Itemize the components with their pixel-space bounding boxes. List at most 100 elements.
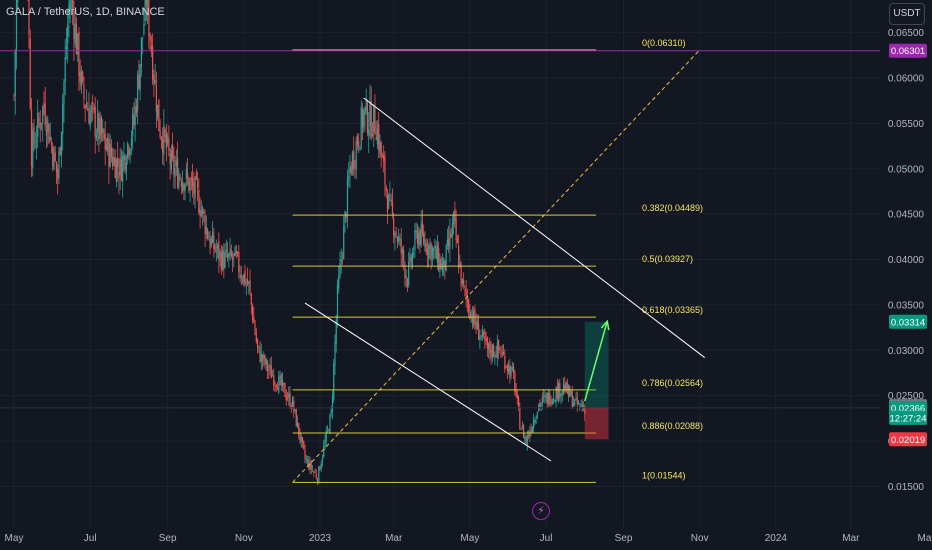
fib-level-label: 0.5(0.03927) [642, 254, 693, 264]
candle-body [383, 155, 385, 162]
candle-body [354, 165, 356, 166]
candle-body [575, 397, 577, 398]
candle-body [299, 433, 301, 441]
candle-body [539, 403, 541, 407]
candle-body [469, 310, 471, 320]
candle-body [363, 110, 365, 127]
candle-body [235, 250, 237, 255]
candle-body [265, 359, 267, 365]
candle-body [284, 383, 286, 397]
candle-body [254, 322, 256, 334]
candle-body [45, 129, 48, 136]
candle-body [174, 168, 176, 177]
candle-body [134, 106, 136, 126]
candle-body [180, 182, 182, 187]
candle-body [321, 457, 324, 463]
candle-body [306, 460, 309, 461]
candle-body [474, 308, 476, 324]
candle-body [460, 262, 462, 286]
candle-body [208, 239, 210, 241]
candle-body [468, 299, 470, 312]
candle-body [188, 177, 190, 192]
candle-body [117, 157, 119, 168]
x-tick-label: Mar [385, 533, 403, 544]
candle-body [313, 471, 315, 473]
position-profit-zone [584, 321, 609, 408]
lightning-icon[interactable]: ⚡ [532, 502, 550, 520]
candle-body [499, 348, 501, 351]
candle-body [320, 463, 322, 469]
candle-body [187, 172, 189, 178]
candle-body [263, 354, 265, 359]
currency-button[interactable]: USDT [889, 3, 925, 25]
candle-body [223, 251, 225, 269]
fib-trend-line [292, 49, 701, 483]
candle-body [279, 376, 281, 378]
candle-body [364, 107, 366, 116]
candle-body [399, 238, 401, 241]
candle-body [549, 392, 551, 405]
candle-body [584, 406, 586, 415]
candle-body [530, 429, 532, 433]
candle-body [434, 245, 436, 248]
x-tick-label: Sep [615, 533, 633, 544]
candle-body [107, 137, 109, 152]
candle-body [219, 251, 221, 257]
candle-body [325, 430, 327, 442]
candle-body [192, 177, 194, 187]
candle-body [92, 101, 94, 104]
candle-body [470, 312, 472, 318]
candle-body [531, 426, 533, 434]
candle-body [29, 38, 31, 109]
candle-body [421, 221, 424, 233]
candle-body [461, 278, 463, 284]
candle-body [424, 240, 426, 247]
candle-body [274, 382, 276, 384]
candle-body [88, 107, 90, 124]
candle-body [162, 139, 164, 153]
candle-body [459, 264, 461, 267]
candle-body [304, 449, 306, 460]
candle-body [310, 461, 312, 470]
candle-body [386, 195, 389, 212]
candle-body [485, 338, 487, 341]
fib-level-label: 0.618(0.03365) [642, 305, 703, 315]
candle-body [65, 46, 68, 51]
candle-body [438, 247, 440, 270]
candle-body [80, 72, 83, 86]
candle-body [479, 336, 481, 340]
candle-body [411, 252, 414, 266]
candle-body [547, 392, 550, 403]
candle-body [142, 36, 144, 38]
fib-level-label: 0(0.06310) [642, 38, 686, 48]
candle-body [333, 363, 335, 400]
candle-body [90, 106, 93, 112]
candle-body [522, 425, 525, 438]
candle-body [335, 319, 337, 345]
candle-body [179, 176, 181, 179]
candle-body [170, 149, 172, 170]
candle-body [339, 262, 341, 276]
candle-body [413, 253, 415, 255]
candle-body [40, 122, 43, 124]
candle-body [330, 409, 332, 414]
forecast-arrow-head [600, 319, 610, 331]
candle-body [301, 437, 304, 443]
candle-body [122, 156, 124, 182]
candle-body [253, 317, 255, 323]
position-stop-zone [584, 407, 609, 440]
x-tick-label: Jul [84, 533, 97, 544]
candle-body [201, 207, 204, 214]
candle-body [218, 240, 220, 261]
candle-body [483, 332, 485, 335]
candle-body [389, 195, 391, 196]
candle-body [455, 218, 457, 241]
candle-body [129, 149, 131, 157]
candle-body [115, 159, 118, 183]
candle-body [100, 117, 103, 136]
candle-body [109, 143, 111, 167]
candle-body [240, 274, 242, 279]
candle-body [195, 172, 197, 180]
candle-body [94, 107, 96, 137]
